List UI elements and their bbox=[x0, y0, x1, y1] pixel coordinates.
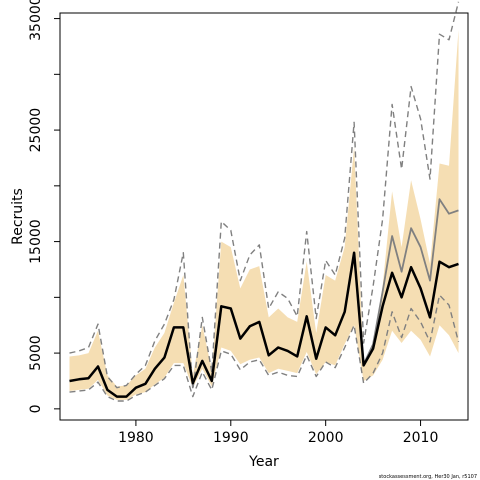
comparison-upper-line bbox=[69, 1, 460, 391]
y-tick-label: 35000 bbox=[28, 0, 44, 41]
series-lines-layer bbox=[69, 1, 460, 402]
confidence-band-layer bbox=[69, 29, 459, 400]
footnote: stockassessment.org, Her30 Jan, r5107 bbox=[379, 474, 477, 480]
y-axis: 0 5000 15000 25000 35000 bbox=[28, 0, 60, 413]
plot-frame bbox=[59, 12, 469, 421]
x-tick-label: 1990 bbox=[213, 430, 249, 446]
x-axis-title: Year bbox=[248, 454, 279, 470]
x-tick-label: 1980 bbox=[118, 430, 154, 446]
median-line bbox=[69, 251, 459, 398]
x-tick-label: 2000 bbox=[308, 430, 344, 446]
confidence-band bbox=[69, 29, 459, 400]
y-tick-label: 5000 bbox=[28, 335, 44, 371]
y-tick-label: 25000 bbox=[28, 108, 44, 153]
x-axis: 1980 1990 2000 2010 bbox=[118, 420, 438, 446]
y-axis-title: Recruits bbox=[10, 188, 26, 245]
y-tick-label: 0 bbox=[28, 404, 44, 413]
x-tick-label: 2010 bbox=[403, 430, 439, 446]
y-tick-label: 15000 bbox=[28, 219, 44, 264]
